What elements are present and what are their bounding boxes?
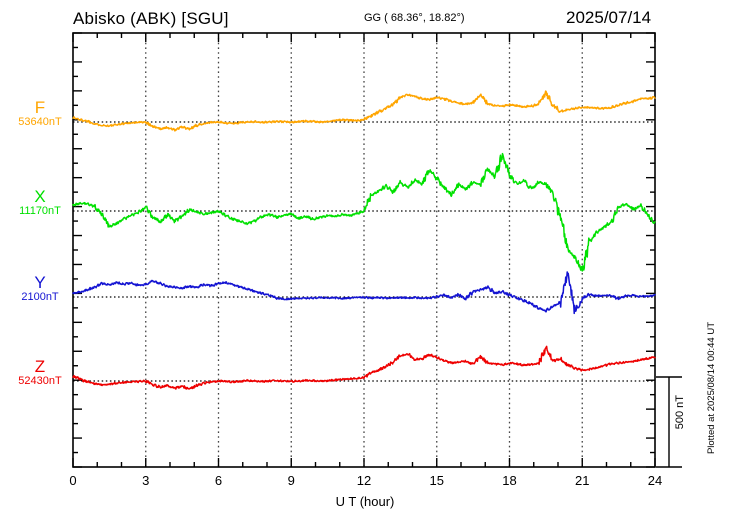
component-traces: [72, 90, 656, 390]
component-baseline-F: 53640nT: [18, 116, 62, 128]
x-tick-label: 3: [142, 473, 150, 488]
component-letter-Y: Y: [34, 273, 46, 292]
component-label-F: F 53640nT: [5, 99, 75, 129]
component-baselines: [73, 121, 655, 382]
geographic-coordinates: GG ( 68.36°, 18.82°): [364, 12, 465, 24]
x-tick-label: 21: [575, 473, 590, 488]
trace-F: [72, 90, 656, 132]
x-tick-label: 0: [69, 473, 77, 488]
component-label-Y: Y 2100nT: [5, 274, 75, 304]
vertical-gridlines: [145, 33, 583, 467]
observation-date: 2025/07/14: [566, 8, 652, 27]
axis-ticks: [72, 32, 656, 468]
x-tick-label: 15: [429, 473, 444, 488]
trace-Z: [72, 345, 656, 390]
component-letter-X: X: [34, 187, 46, 206]
x-tick-label: 6: [214, 473, 223, 488]
x-tick-label: 18: [502, 473, 517, 488]
station-title: Abisko (ABK) [SGU]: [73, 9, 229, 28]
scale-bar: [656, 376, 682, 468]
component-label-Z: Z 52430nT: [5, 358, 75, 388]
component-label-X: X 11170nT: [5, 188, 75, 218]
trace-Y: [72, 271, 656, 315]
plotted-timestamp: Plotted at 2025/08/14 00:44 UT: [706, 322, 717, 455]
scale-bar-label: 500 nT: [674, 395, 686, 430]
component-letter-Z: Z: [34, 357, 46, 376]
x-tick-label: 24: [647, 473, 663, 488]
component-baseline-X: 11170nT: [19, 205, 61, 217]
x-tick-label: 9: [287, 473, 295, 488]
trace-X: [72, 152, 656, 272]
x-tick-label: 12: [356, 473, 372, 488]
component-baseline-Z: 52430nT: [18, 375, 62, 387]
component-baseline-Y: 2100nT: [21, 291, 59, 303]
component-letter-F: F: [34, 98, 46, 117]
x-axis-title: U T (hour): [335, 494, 395, 509]
